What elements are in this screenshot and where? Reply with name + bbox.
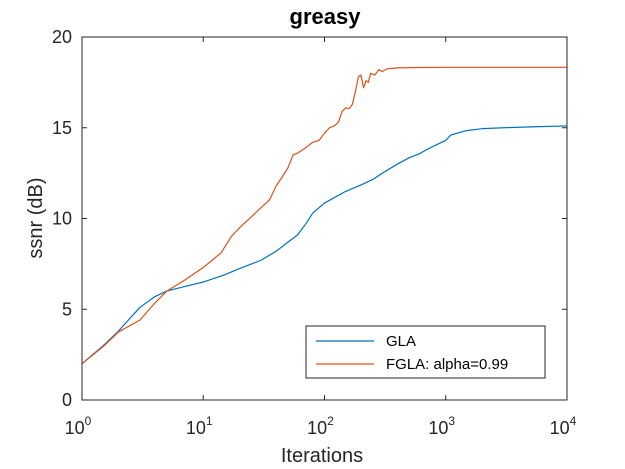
x-tick-label: 104: [550, 414, 577, 438]
x-axis-label: Iterations: [281, 445, 363, 467]
legend: GLA FGLA: alpha=0.99: [305, 325, 546, 379]
ticks-layer: 100 101 102 103 104 0 5 10 15 20: [52, 27, 577, 438]
legend-label-fgla: FGLA: alpha=0.99: [386, 356, 508, 373]
y-tick-label: 5: [62, 299, 72, 319]
legend-box: [305, 325, 546, 379]
y-axis-label: ssnr (dB): [25, 177, 47, 258]
y-tick-label: 20: [52, 27, 72, 47]
y-tick-label: 10: [52, 209, 72, 229]
x-tick-label: 103: [428, 414, 455, 438]
series-line-gla: [81, 125, 568, 365]
y-tick-label: 15: [52, 118, 72, 138]
x-tick-label: 102: [307, 414, 334, 438]
x-tick-label: 101: [186, 414, 213, 438]
x-tick-label: 100: [65, 414, 92, 438]
series-line-fgla: [81, 66, 567, 365]
legend-label-gla: GLA: [386, 333, 416, 350]
series-layer: [81, 66, 568, 365]
chart-title: greasy: [290, 4, 362, 29]
y-tick-label: 0: [62, 390, 72, 410]
